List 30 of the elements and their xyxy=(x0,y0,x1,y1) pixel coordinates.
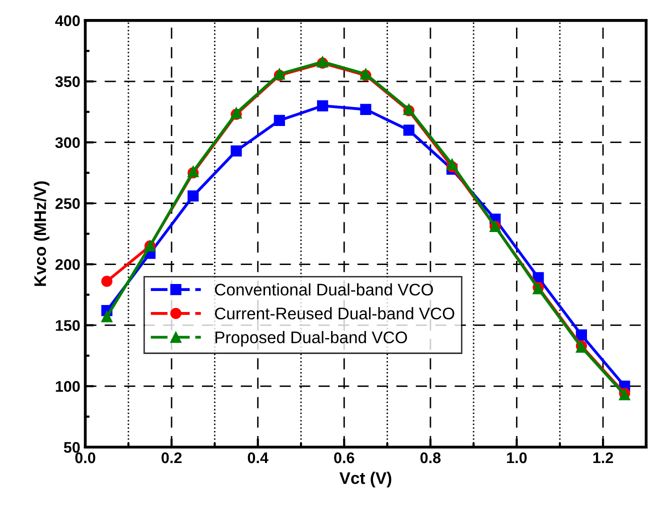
point xyxy=(403,124,414,136)
x-axis-title: Vct (V) xyxy=(339,472,392,488)
point xyxy=(446,158,458,170)
legend-label: Current-Reused Dual-band VCO xyxy=(215,307,454,320)
legend-label: Conventional Dual-band VCO xyxy=(215,283,433,296)
y-tick-label: 400 xyxy=(55,15,80,26)
x-tick-label: 0.4 xyxy=(248,452,268,464)
y-tick-label: 150 xyxy=(56,320,80,331)
y-tick-label: 250 xyxy=(55,198,80,209)
y-tick-label: 350 xyxy=(55,76,80,88)
legend-label: Proposed Dual-band VCO xyxy=(216,331,408,347)
point xyxy=(317,100,328,112)
point xyxy=(360,104,372,115)
point xyxy=(230,145,242,156)
point xyxy=(101,311,112,322)
y-tick-label: 200 xyxy=(55,259,80,270)
point xyxy=(576,329,587,341)
x-tick-label: 1.0 xyxy=(507,452,527,464)
x-tick-label: 0.2 xyxy=(162,452,182,464)
point xyxy=(188,190,199,202)
x-tick-label: 0.8 xyxy=(420,452,441,464)
y-tick-label: 50 xyxy=(64,442,80,453)
point xyxy=(101,276,112,287)
y-axis-title: Kvco (MHz/V) xyxy=(34,181,50,286)
x-tick-label: 0.6 xyxy=(334,452,354,464)
y-tick-label: 300 xyxy=(55,137,80,148)
y-tick-label: 100 xyxy=(56,381,80,392)
x-tick-label: 0.0 xyxy=(75,452,96,464)
x-tick-label: 1.2 xyxy=(593,452,614,464)
point xyxy=(274,114,285,126)
